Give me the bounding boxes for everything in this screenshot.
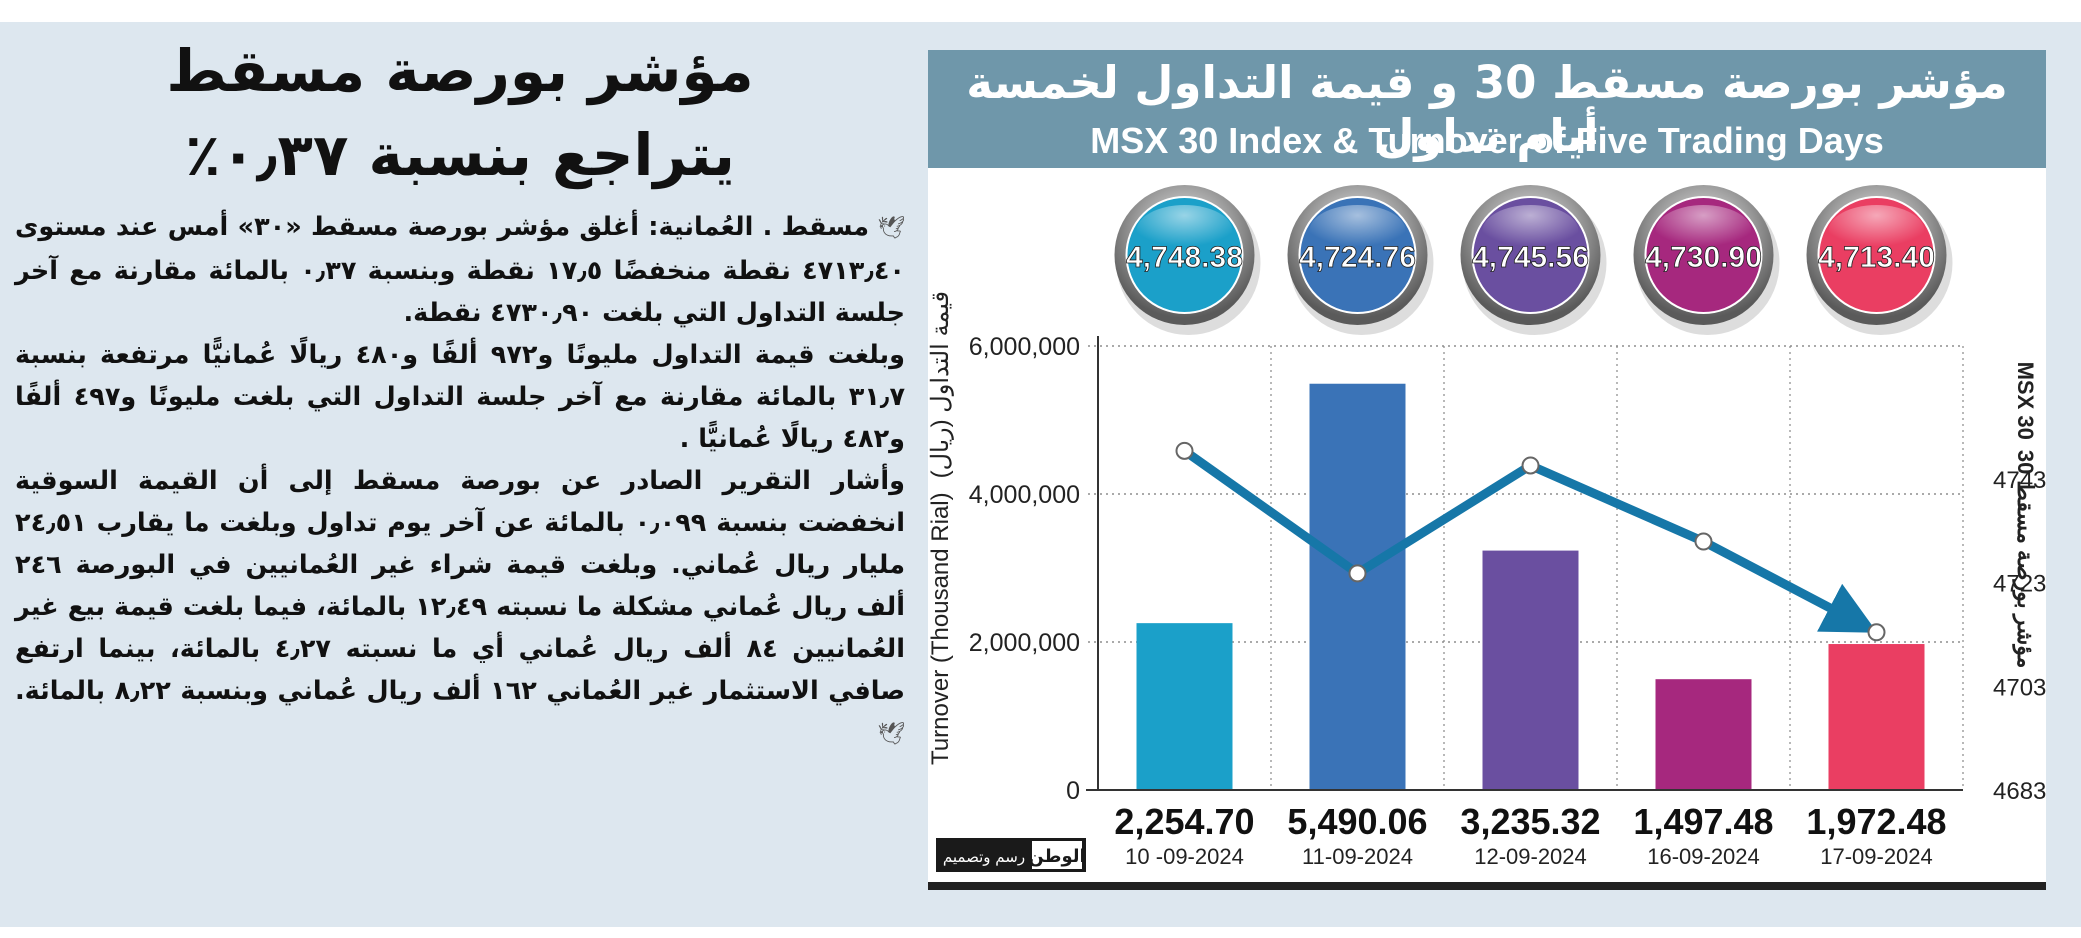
infographic-title-arabic: مؤشر بورصة مسقط 30 و قيمة التداول لخمسة …: [966, 56, 2008, 162]
chart: 4,748.38 4,724.76 4,745.56 4,730.90 4,713.40…: [928, 185, 2046, 872]
badge-shine: [1828, 205, 1925, 257]
bars-layer: [1136, 383, 1925, 790]
infographic-title-english: MSX 30 Index & Turnover of Five Trading …: [1090, 120, 1884, 161]
bottom-rule: [928, 882, 2046, 890]
badge-value: 4,713.40: [1818, 241, 1935, 274]
badge-shine: [1309, 205, 1406, 257]
right-tick-label: 4703: [1993, 674, 2046, 701]
turnover-bar: [1828, 644, 1925, 790]
right-tick-label: 4683: [1993, 778, 2046, 805]
badge-value: 4,730.90: [1645, 241, 1762, 274]
turnover-bar: [1655, 679, 1752, 790]
date-label: 12-09-2024: [1474, 844, 1587, 869]
paragraph-3-text: وأشار التقرير الصادر عن بورصة مسقط إلى أ…: [15, 465, 905, 706]
bar-value-label: 5,490.06: [1287, 801, 1427, 842]
badge-value: 4,745.56: [1472, 241, 1589, 274]
badge-shine: [1136, 205, 1233, 257]
date-label: 16-09-2024: [1647, 844, 1760, 869]
bird-icon: 🕊: [877, 721, 905, 747]
left-tick-label: 6,000,000: [969, 333, 1080, 361]
left-tick-label: 4,000,000: [969, 481, 1080, 509]
bar-value-label: 1,972.48: [1806, 801, 1946, 842]
index-point: [1348, 564, 1367, 583]
article-body: 🕊مسقط . العُمانية: أغلق مؤشر بورصة مسقط …: [15, 206, 905, 756]
right-axis-title-ar: مؤشر بورصة مسقط 30: [2012, 450, 2038, 669]
left-axis-title-en: Turnover (Thousand Rial): [928, 492, 954, 765]
headline-line-1: مؤشر بورصة مسقط: [166, 37, 754, 105]
left-tick-label: 2,000,000: [969, 629, 1080, 657]
paragraph-2: وبلغت قيمة التداول مليونًا و٩٧٢ ألفًا و٤…: [15, 339, 906, 454]
right-tick-label: 4743: [1993, 467, 2046, 494]
badge-value: 4,724.76: [1299, 241, 1416, 274]
index-line-layer: [1175, 441, 1886, 642]
date-label: 10 -09-2024: [1125, 844, 1244, 869]
index-point: [1521, 456, 1540, 475]
right-tick-label: 4723: [1993, 571, 2046, 598]
left-tick-label: 0: [1066, 777, 1080, 805]
axes-layer: 0 2,000,000 4,000,000 6,000,000 4683 4703 4723…: [928, 291, 2046, 805]
date-label: 11-09-2024: [1302, 844, 1413, 869]
index-point: [1867, 623, 1886, 642]
turnover-bar: [1482, 550, 1579, 790]
bar-value-label: 3,235.32: [1460, 801, 1600, 842]
bar-value-label: 1,497.48: [1633, 801, 1773, 842]
infographic: مؤشر بورصة مسقط 30 و قيمة التداول لخمسة …: [928, 50, 2046, 890]
credit-logo-box: [1032, 841, 1082, 869]
infographic-header: [928, 50, 2046, 168]
turnover-bar: [1309, 383, 1406, 790]
badge-shine: [1482, 205, 1579, 257]
index-point: [1175, 441, 1194, 460]
paragraph-3: وأشار التقرير الصادر عن بورصة مسقط إلى أ…: [15, 460, 905, 756]
left-axis-title: Turnover (Thousand Rial) قيمة التداول (ري…: [928, 291, 954, 765]
index-badges-layer: 4,748.38 4,724.76 4,745.56 4,730.90 4,713.40: [1114, 185, 1953, 335]
badge-value: 4,748.38: [1126, 241, 1243, 274]
date-label: 17-09-2024: [1820, 844, 1933, 869]
headline-line-2: يتراجع بنسبة ٠٫٣٧٪: [185, 120, 735, 189]
left-axis-title-ar: قيمة التداول (ريال): [928, 291, 954, 478]
index-point: [1694, 532, 1713, 551]
right-axis-title-en: MSX 30: [2013, 362, 2038, 440]
badge-shine: [1655, 205, 1752, 257]
right-axis-title: MSX 30 مؤشر بورصة مسقط 30: [2012, 362, 2038, 669]
credit-logo: الوطن: [1028, 846, 1085, 867]
paragraph-1: 🕊مسقط . العُمانية: أغلق مؤشر بورصة مسقط …: [15, 206, 905, 334]
turnover-bar: [1136, 623, 1233, 790]
bird-icon: 🕊: [877, 215, 905, 241]
credit-text: رسم وتصميم: [943, 848, 1025, 866]
paragraph-1-text: مسقط . العُمانية: أغلق مؤشر بورصة مسقط «…: [15, 211, 905, 328]
news-article: مؤشر بورصة مسقط يتراجع بنسبة ٠٫٣٧٪ 🕊مسقط…: [15, 37, 905, 756]
bar-value-label: 2,254.70: [1114, 801, 1254, 842]
